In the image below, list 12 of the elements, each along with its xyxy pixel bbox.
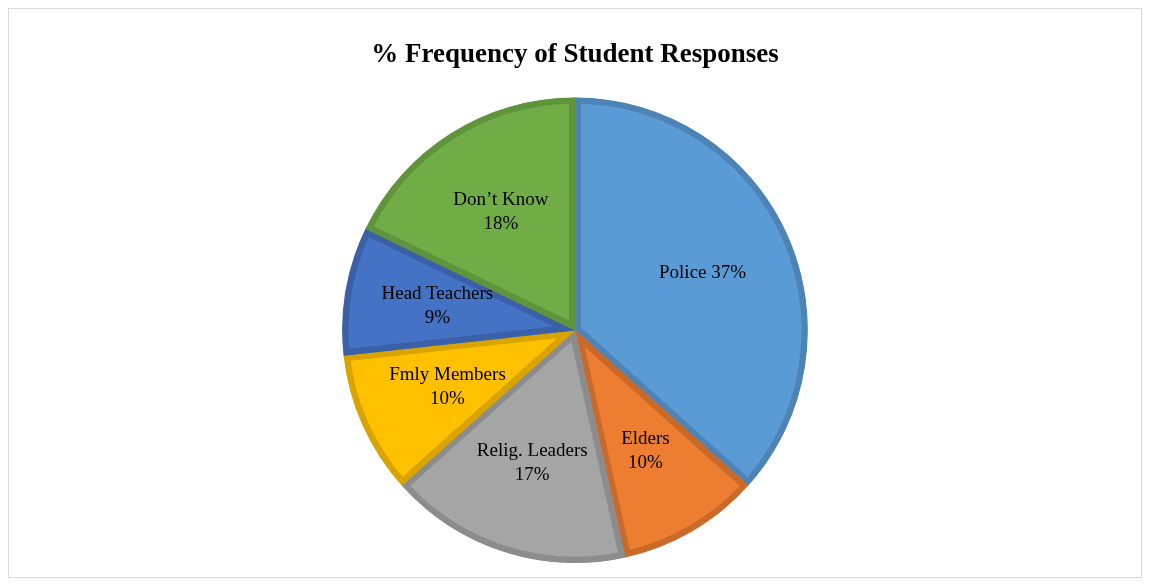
slice-label: Elders bbox=[621, 426, 670, 448]
data-label: 17% bbox=[514, 463, 550, 485]
chart-title: % Frequency of Student Responses bbox=[371, 38, 779, 69]
slice-label: Head Teachers bbox=[381, 282, 494, 304]
data-label: 10% bbox=[430, 387, 466, 409]
data-label: 18% bbox=[483, 211, 519, 233]
slice-label: Police 37% bbox=[659, 261, 747, 283]
slice-label: Don’t Know bbox=[453, 187, 549, 209]
data-label: 9% bbox=[424, 306, 451, 328]
data-label: 10% bbox=[628, 450, 664, 472]
slice-label: Fmly Members bbox=[389, 363, 506, 385]
slice-label: Relig. Leaders bbox=[476, 439, 588, 461]
